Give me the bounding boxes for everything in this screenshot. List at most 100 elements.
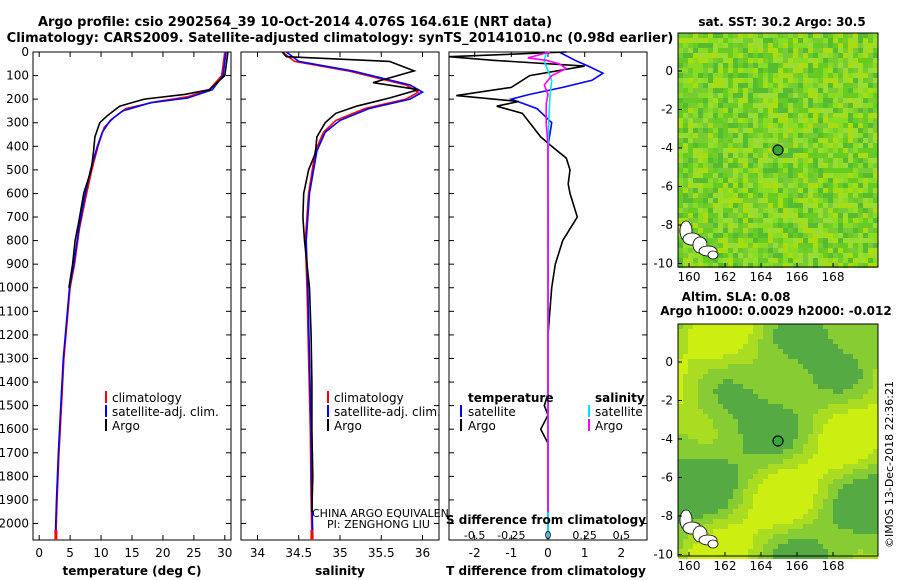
map-cell bbox=[718, 454, 723, 459]
map-cell bbox=[838, 103, 843, 108]
map-cell bbox=[858, 133, 863, 138]
map-cell bbox=[833, 374, 838, 379]
map-cell bbox=[693, 344, 698, 349]
map-cell bbox=[838, 38, 843, 43]
map-cell bbox=[733, 334, 738, 339]
map-cell bbox=[818, 349, 823, 354]
map-cell bbox=[728, 489, 733, 494]
map-cell bbox=[873, 474, 878, 479]
map-cell bbox=[828, 509, 833, 514]
map-cell bbox=[743, 339, 748, 344]
map-cell bbox=[758, 329, 763, 334]
map-cell bbox=[693, 479, 698, 484]
map-cell bbox=[833, 404, 838, 409]
map-cell bbox=[798, 183, 803, 188]
map-cell bbox=[703, 419, 708, 424]
map-cell bbox=[703, 519, 708, 524]
map-cell bbox=[808, 88, 813, 93]
map-cell bbox=[843, 449, 848, 454]
map-cell bbox=[723, 359, 728, 364]
x-tick-label: 10 bbox=[93, 546, 108, 560]
depth-tick-label: 1300 bbox=[0, 351, 29, 365]
map-cell bbox=[793, 43, 798, 48]
map-cell bbox=[793, 93, 798, 98]
map-cell bbox=[743, 524, 748, 529]
map-cell bbox=[763, 394, 768, 399]
map-cell bbox=[748, 163, 753, 168]
map-cell bbox=[793, 544, 798, 549]
map-cell bbox=[733, 198, 738, 203]
map-cell bbox=[718, 168, 723, 173]
map-cell bbox=[773, 53, 778, 58]
map-cell bbox=[758, 374, 763, 379]
map-cell bbox=[773, 243, 778, 248]
map-cell bbox=[703, 103, 708, 108]
map-cell bbox=[738, 228, 743, 233]
map-cell bbox=[768, 409, 773, 414]
map-cell bbox=[858, 83, 863, 88]
map-cell bbox=[823, 514, 828, 519]
map-cell bbox=[733, 479, 738, 484]
map-cell bbox=[783, 404, 788, 409]
map-cell bbox=[733, 88, 738, 93]
map-cell bbox=[703, 429, 708, 434]
map-cell bbox=[688, 474, 693, 479]
map-cell bbox=[818, 464, 823, 469]
map-cell bbox=[853, 93, 858, 98]
map-cell bbox=[713, 63, 718, 68]
map-cell bbox=[678, 524, 683, 529]
map-cell bbox=[843, 83, 848, 88]
map-cell bbox=[753, 349, 758, 354]
map-cell bbox=[688, 158, 693, 163]
map-cell bbox=[763, 334, 768, 339]
map-cell bbox=[703, 153, 708, 158]
map-cell bbox=[808, 158, 813, 163]
map-cell bbox=[778, 233, 783, 238]
map-cell bbox=[723, 68, 728, 73]
map-cell bbox=[788, 113, 793, 118]
map-cell bbox=[768, 404, 773, 409]
map-cell bbox=[873, 138, 878, 143]
map-cell bbox=[698, 168, 703, 173]
map-cell bbox=[773, 414, 778, 419]
legend3-temp-satellite: satellite bbox=[468, 405, 516, 419]
map-cell bbox=[768, 158, 773, 163]
map-cell bbox=[798, 228, 803, 233]
map-cell bbox=[743, 213, 748, 218]
map-cell bbox=[763, 534, 768, 539]
map-cell bbox=[788, 399, 793, 404]
map-cell bbox=[783, 88, 788, 93]
map-cell bbox=[678, 213, 683, 218]
x-tick-label: 35.5 bbox=[368, 546, 395, 560]
map-cell bbox=[698, 263, 703, 268]
map-cell bbox=[783, 349, 788, 354]
map-cell bbox=[838, 203, 843, 208]
map-cell bbox=[853, 444, 858, 449]
map-cell bbox=[808, 539, 813, 544]
map-cell bbox=[828, 253, 833, 258]
map-cell bbox=[788, 504, 793, 509]
map-cell bbox=[788, 394, 793, 399]
map-cell bbox=[838, 399, 843, 404]
map-cell bbox=[688, 384, 693, 389]
map-cell bbox=[683, 349, 688, 354]
map-cell bbox=[788, 364, 793, 369]
map-cell bbox=[813, 429, 818, 434]
map-cell bbox=[808, 379, 813, 384]
map-cell bbox=[738, 504, 743, 509]
map-cell bbox=[803, 263, 808, 268]
map-cell bbox=[798, 329, 803, 334]
map-cell bbox=[763, 178, 768, 183]
map-cell bbox=[808, 143, 813, 148]
map-cell bbox=[693, 43, 698, 48]
map-cell bbox=[753, 504, 758, 509]
map-cell bbox=[788, 359, 793, 364]
map-cell bbox=[843, 514, 848, 519]
map-cell bbox=[723, 434, 728, 439]
map-cell bbox=[678, 374, 683, 379]
map-cell bbox=[708, 349, 713, 354]
map-cell bbox=[758, 158, 763, 163]
map-cell bbox=[703, 399, 708, 404]
map-cell bbox=[778, 534, 783, 539]
map-cell bbox=[713, 78, 718, 83]
